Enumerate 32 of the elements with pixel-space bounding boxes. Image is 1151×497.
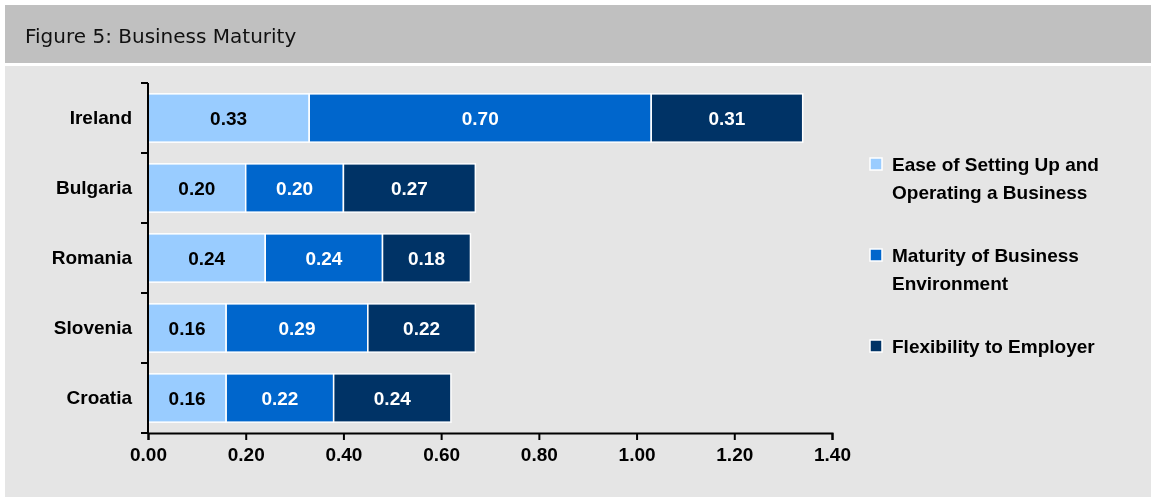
legend-label: Flexibility to Employer <box>892 336 1096 357</box>
x-tick-label: 1.20 <box>716 444 754 466</box>
data-label: 0.33 <box>210 107 248 129</box>
data-label: 0.22 <box>403 317 441 339</box>
data-label: 0.22 <box>261 387 299 409</box>
data-label: 0.29 <box>278 317 316 339</box>
data-label: 0.27 <box>390 177 428 199</box>
legend-label: Ease of Setting Up and Operating a Business <box>892 154 1099 203</box>
x-tick-label: 1.00 <box>618 444 656 466</box>
chart-title: Figure 5: Business Maturity <box>25 24 297 48</box>
x-tick-label: 0.60 <box>423 444 461 466</box>
y-tick-label: Bulgaria <box>55 177 133 199</box>
data-label: 0.70 <box>461 107 499 129</box>
data-label: 0.24 <box>188 247 226 269</box>
data-label: 0.18 <box>407 247 445 269</box>
x-tick-label: 1.40 <box>814 444 851 466</box>
y-tick-label: Ireland <box>69 107 132 129</box>
x-tick-label: 0.20 <box>227 444 265 466</box>
data-label: 0.20 <box>276 177 314 199</box>
y-tick-label: Romania <box>51 247 133 269</box>
data-label: 0.31 <box>708 107 746 129</box>
data-label: 0.24 <box>373 387 412 409</box>
data-label: 0.16 <box>168 387 206 409</box>
y-tick-label: Croatia <box>66 387 133 409</box>
y-tick-label: Slovenia <box>53 317 133 339</box>
data-label: 0.20 <box>178 177 216 199</box>
x-tick-label: 0.40 <box>325 444 363 466</box>
x-tick-label: 0.80 <box>520 444 558 466</box>
legend-label: Maturity of Business Environment <box>892 245 1079 294</box>
data-label: 0.24 <box>305 247 343 269</box>
data-label: 0.16 <box>168 317 206 339</box>
x-tick-label: 0.00 <box>130 444 167 466</box>
